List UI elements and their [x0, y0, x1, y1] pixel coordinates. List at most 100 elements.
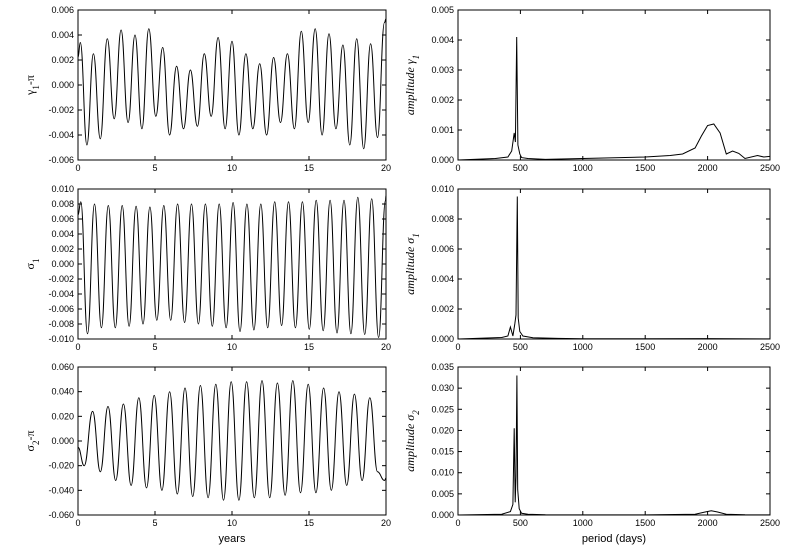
- y-tick-label: 0.006: [431, 244, 454, 254]
- x-tick-label: 0: [455, 342, 460, 352]
- x-tick-label: 5: [152, 163, 157, 173]
- x-tick-label: 2500: [760, 518, 780, 528]
- y-axis-label: amplitude γ1: [403, 55, 421, 115]
- x-tick-label: 5: [152, 342, 157, 352]
- y-tick-label: 0.025: [431, 404, 454, 414]
- y-axis-label: γ1-π: [23, 75, 41, 96]
- x-tick-label: 2000: [698, 342, 718, 352]
- x-tick-label: 5: [152, 518, 157, 528]
- series-line: [77, 194, 387, 339]
- y-tick-label: -0.006: [48, 304, 74, 314]
- y-tick-label: -0.040: [48, 485, 74, 495]
- y-tick-label: 0.010: [431, 468, 454, 478]
- y-tick-label: 0.004: [51, 30, 74, 40]
- y-tick-label: 0.003: [431, 65, 454, 75]
- y-tick-label: 0.002: [51, 244, 74, 254]
- x-tick-label: 20: [381, 342, 391, 352]
- panel-gamma1: 0 5 10 15 20 -0.006 -0.004 -0.002 0.000 0.002 0.00…: [23, 5, 391, 173]
- panel-amp_sigma2: 0 500 1000 1500 2000 2500 0.000 0.005 0.010 0.015…: [403, 362, 780, 545]
- y-tick-label: 0.005: [431, 5, 454, 15]
- x-tick-label: 20: [381, 518, 391, 528]
- x-tick-label: 2000: [698, 518, 718, 528]
- y-tick-label: 0.005: [431, 489, 454, 499]
- x-tick-label: 15: [304, 518, 314, 528]
- y-tick-label: 0.010: [431, 184, 454, 194]
- y-tick-label: 0.015: [431, 447, 454, 457]
- y-tick-label: -0.004: [48, 289, 74, 299]
- y-tick-label: 0.000: [51, 436, 74, 446]
- y-tick-label: -0.002: [48, 274, 74, 284]
- y-tick-label: -0.002: [48, 105, 74, 115]
- x-tick-label: 2500: [760, 342, 780, 352]
- x-tick-label: 10: [227, 163, 237, 173]
- y-axis-label: σ1: [23, 259, 41, 270]
- plot-frame: [457, 9, 771, 161]
- x-tick-label: 20: [381, 163, 391, 173]
- y-tick-label: -0.060: [48, 510, 74, 520]
- x-tick-label: 1000: [573, 518, 593, 528]
- y-tick-label: 0.002: [431, 95, 454, 105]
- x-tick-label: 2500: [760, 163, 780, 173]
- x-tick-label: 0: [75, 163, 80, 173]
- y-tick-label: 0.002: [51, 55, 74, 65]
- y-tick-label: 0.004: [51, 229, 74, 239]
- panel-sigma2: 0 5 10 15 20 -0.060 -0.040 -0.020 0.000 0.020 0.04…: [23, 362, 391, 545]
- y-tick-label: 0.008: [431, 214, 454, 224]
- series-line: [457, 375, 771, 516]
- series-line: [457, 36, 771, 161]
- x-tick-label: 2000: [698, 163, 718, 173]
- y-tick-label: 0.000: [431, 155, 454, 165]
- y-tick-label: 0.040: [51, 387, 74, 397]
- y-tick-label: 0.030: [431, 383, 454, 393]
- y-tick-label: -0.006: [48, 155, 74, 165]
- y-tick-label: 0.004: [431, 274, 454, 284]
- series-line: [77, 380, 387, 501]
- y-tick-label: 0.035: [431, 362, 454, 372]
- x-tick-label: 10: [227, 342, 237, 352]
- x-tick-label: 1500: [635, 518, 655, 528]
- x-tick-label: 1500: [635, 163, 655, 173]
- x-axis-label: years: [219, 533, 246, 545]
- x-tick-label: 500: [513, 163, 528, 173]
- series-line: [457, 196, 771, 340]
- y-tick-label: 0.004: [431, 35, 454, 45]
- y-tick-label: 0.000: [51, 80, 74, 90]
- x-tick-label: 0: [75, 518, 80, 528]
- x-tick-label: 0: [455, 163, 460, 173]
- panel-sigma1: 0 5 10 15 20 -0.010 -0.008 -0.006 -0.004 -0.002 0.…: [23, 184, 391, 352]
- y-tick-label: 0.006: [51, 214, 74, 224]
- y-tick-label: 0.020: [431, 425, 454, 435]
- panel-amp_gamma1: 0 500 1000 1500 2000 2500 0.000 0.001 0.002 0.003…: [403, 5, 780, 173]
- y-tick-label: 0.020: [51, 411, 74, 421]
- y-tick-label: 0.060: [51, 362, 74, 372]
- y-tick-label: -0.010: [48, 334, 74, 344]
- x-tick-label: 0: [75, 342, 80, 352]
- x-tick-label: 1000: [573, 342, 593, 352]
- y-axis-label: amplitude σ2: [403, 410, 421, 472]
- x-tick-label: 0: [455, 518, 460, 528]
- x-tick-label: 10: [227, 518, 237, 528]
- x-tick-label: 15: [304, 342, 314, 352]
- x-tick-label: 1000: [573, 163, 593, 173]
- y-tick-label: 0.000: [431, 510, 454, 520]
- x-tick-label: 500: [513, 342, 528, 352]
- y-tick-label: 0.000: [51, 259, 74, 269]
- x-axis-label: period (days): [582, 533, 646, 545]
- y-tick-label: -0.008: [48, 319, 74, 329]
- y-tick-label: 0.008: [51, 199, 74, 209]
- panel-amp_sigma1: 0 500 1000 1500 2000 2500 0.000 0.002 0.004 0.006…: [403, 184, 780, 352]
- y-tick-label: -0.020: [48, 461, 74, 471]
- x-tick-label: 1500: [635, 342, 655, 352]
- y-tick-label: 0.000: [431, 334, 454, 344]
- x-tick-label: 15: [304, 163, 314, 173]
- series-line: [77, 18, 387, 150]
- y-tick-label: 0.001: [431, 125, 454, 135]
- y-tick-label: 0.002: [431, 304, 454, 314]
- y-axis-label: amplitude σ1: [403, 233, 421, 294]
- y-tick-label: -0.004: [48, 130, 74, 140]
- y-axis-label: σ2-π: [23, 430, 41, 451]
- x-tick-label: 500: [513, 518, 528, 528]
- plot-frame: [457, 188, 771, 340]
- y-tick-label: 0.006: [51, 5, 74, 15]
